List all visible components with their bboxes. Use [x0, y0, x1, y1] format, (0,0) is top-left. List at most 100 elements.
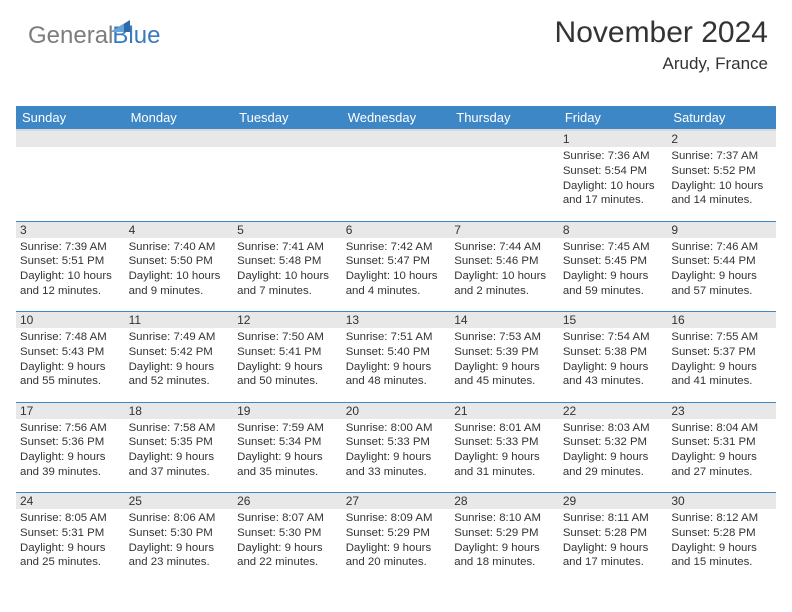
day-header: Sunday	[16, 106, 125, 130]
sunrise-text: Sunrise: 8:04 AM	[671, 421, 772, 436]
sunset-text: Sunset: 5:33 PM	[346, 435, 447, 450]
sunrise-text: Sunrise: 7:48 AM	[20, 330, 121, 345]
day-cell	[342, 147, 451, 221]
day-content-row: Sunrise: 7:36 AMSunset: 5:54 PMDaylight:…	[16, 147, 776, 221]
sunrise-text: Sunrise: 8:05 AM	[20, 511, 121, 526]
daylight-text: Daylight: 9 hours and 50 minutes.	[237, 360, 338, 390]
daylight-text: Daylight: 9 hours and 37 minutes.	[129, 450, 230, 480]
day-number: 13	[342, 312, 451, 329]
sunrise-text: Sunrise: 7:54 AM	[563, 330, 664, 345]
day-content-row: Sunrise: 7:48 AMSunset: 5:43 PMDaylight:…	[16, 328, 776, 402]
logo-triangle-icon	[110, 18, 132, 34]
sunset-text: Sunset: 5:30 PM	[129, 526, 230, 541]
daylight-text: Daylight: 9 hours and 15 minutes.	[671, 541, 772, 571]
day-cell: Sunrise: 8:00 AMSunset: 5:33 PMDaylight:…	[342, 419, 451, 493]
sunrise-text: Sunrise: 7:45 AM	[563, 240, 664, 255]
sunrise-text: Sunrise: 7:49 AM	[129, 330, 230, 345]
day-cell: Sunrise: 8:05 AMSunset: 5:31 PMDaylight:…	[16, 509, 125, 583]
daylight-text: Daylight: 9 hours and 35 minutes.	[237, 450, 338, 480]
daylight-text: Daylight: 9 hours and 31 minutes.	[454, 450, 555, 480]
sunset-text: Sunset: 5:31 PM	[20, 526, 121, 541]
day-cell: Sunrise: 8:07 AMSunset: 5:30 PMDaylight:…	[233, 509, 342, 583]
day-header: Wednesday	[342, 106, 451, 130]
day-cell: Sunrise: 7:42 AMSunset: 5:47 PMDaylight:…	[342, 238, 451, 312]
day-number: 25	[125, 493, 234, 510]
sunrise-text: Sunrise: 8:12 AM	[671, 511, 772, 526]
sunrise-text: Sunrise: 8:09 AM	[346, 511, 447, 526]
sunrise-text: Sunrise: 7:50 AM	[237, 330, 338, 345]
day-number: 21	[450, 402, 559, 419]
day-cell: Sunrise: 8:04 AMSunset: 5:31 PMDaylight:…	[667, 419, 776, 493]
sunset-text: Sunset: 5:33 PM	[454, 435, 555, 450]
day-number: 27	[342, 493, 451, 510]
sunset-text: Sunset: 5:35 PM	[129, 435, 230, 450]
sunrise-text: Sunrise: 7:51 AM	[346, 330, 447, 345]
day-number: 30	[667, 493, 776, 510]
day-number	[342, 130, 451, 147]
daylight-text: Daylight: 10 hours and 2 minutes.	[454, 269, 555, 299]
header-block: November 2024 Arudy, France	[555, 16, 768, 74]
location-label: Arudy, France	[555, 54, 768, 74]
day-cell: Sunrise: 8:10 AMSunset: 5:29 PMDaylight:…	[450, 509, 559, 583]
day-header: Monday	[125, 106, 234, 130]
day-cell: Sunrise: 7:40 AMSunset: 5:50 PMDaylight:…	[125, 238, 234, 312]
day-number: 29	[559, 493, 668, 510]
sunrise-text: Sunrise: 7:40 AM	[129, 240, 230, 255]
day-content-row: Sunrise: 8:05 AMSunset: 5:31 PM Daylight:…	[16, 509, 776, 583]
daynum-row: 10111213141516	[16, 312, 776, 329]
day-number	[450, 130, 559, 147]
day-cell: Sunrise: 7:56 AMSunset: 5:36 PMDaylight:…	[16, 419, 125, 493]
daylight-text: Daylight: 10 hours and 14 minutes.	[671, 179, 772, 209]
sunset-text: Sunset: 5:36 PM	[20, 435, 121, 450]
sunrise-text: Sunrise: 8:10 AM	[454, 511, 555, 526]
day-number	[16, 130, 125, 147]
daylight-text: Daylight: 9 hours and 59 minutes.	[563, 269, 664, 299]
daynum-row: 3456789	[16, 221, 776, 238]
day-number: 11	[125, 312, 234, 329]
sunrise-text: Sunrise: 7:39 AM	[20, 240, 121, 255]
day-header: Thursday	[450, 106, 559, 130]
day-cell: Sunrise: 7:37 AMSunset: 5:52 PMDaylight:…	[667, 147, 776, 221]
sunset-text: Sunset: 5:50 PM	[129, 254, 230, 269]
daylight-text: Daylight: 9 hours and 48 minutes.	[346, 360, 447, 390]
sunset-text: Sunset: 5:51 PM	[20, 254, 121, 269]
calendar-table: SundayMondayTuesdayWednesdayThursdayFrid…	[16, 106, 776, 583]
day-cell: Sunrise: 7:48 AMSunset: 5:43 PMDaylight:…	[16, 328, 125, 402]
day-number	[125, 130, 234, 147]
sunset-text: Sunset: 5:54 PM	[563, 164, 664, 179]
daylight-text: Daylight: 10 hours and 9 minutes.	[129, 269, 230, 299]
daylight-text: Daylight: 9 hours and 52 minutes.	[129, 360, 230, 390]
day-cell: Sunrise: 7:54 AMSunset: 5:38 PMDaylight:…	[559, 328, 668, 402]
daynum-row: 24252627282930	[16, 493, 776, 510]
daylight-text: Daylight: 9 hours and 17 minutes.	[563, 541, 664, 571]
daylight-text: Daylight: 9 hours and 57 minutes.	[671, 269, 772, 299]
sunset-text: Sunset: 5:28 PM	[671, 526, 772, 541]
day-number: 26	[233, 493, 342, 510]
sunset-text: Sunset: 5:45 PM	[563, 254, 664, 269]
day-content-row: Sunrise: 7:39 AMSunset: 5:51 PM Daylight:…	[16, 238, 776, 312]
sunrise-text: Sunrise: 8:01 AM	[454, 421, 555, 436]
day-header: Tuesday	[233, 106, 342, 130]
day-cell	[233, 147, 342, 221]
sunset-text: Sunset: 5:41 PM	[237, 345, 338, 360]
sunrise-text: Sunrise: 7:55 AM	[671, 330, 772, 345]
day-cell: Sunrise: 7:44 AMSunset: 5:46 PMDaylight:…	[450, 238, 559, 312]
day-number: 5	[233, 221, 342, 238]
day-cell: Sunrise: 8:12 AMSunset: 5:28 PMDaylight:…	[667, 509, 776, 583]
day-number: 9	[667, 221, 776, 238]
day-cell: Sunrise: 7:36 AMSunset: 5:54 PMDaylight:…	[559, 147, 668, 221]
sunset-text: Sunset: 5:32 PM	[563, 435, 664, 450]
sunset-text: Sunset: 5:46 PM	[454, 254, 555, 269]
sunrise-text: Sunrise: 8:03 AM	[563, 421, 664, 436]
daylight-text: Daylight: 9 hours and 23 minutes.	[129, 541, 230, 571]
day-number: 17	[16, 402, 125, 419]
day-number: 23	[667, 402, 776, 419]
month-title: November 2024	[555, 16, 768, 50]
daynum-row: 17181920212223	[16, 402, 776, 419]
day-number: 19	[233, 402, 342, 419]
logo-text-general: General	[28, 22, 113, 50]
day-number: 4	[125, 221, 234, 238]
sunrise-text: Sunrise: 7:41 AM	[237, 240, 338, 255]
daylight-text: Daylight: 9 hours and 22 minutes.	[237, 541, 338, 571]
sunset-text: Sunset: 5:31 PM	[671, 435, 772, 450]
